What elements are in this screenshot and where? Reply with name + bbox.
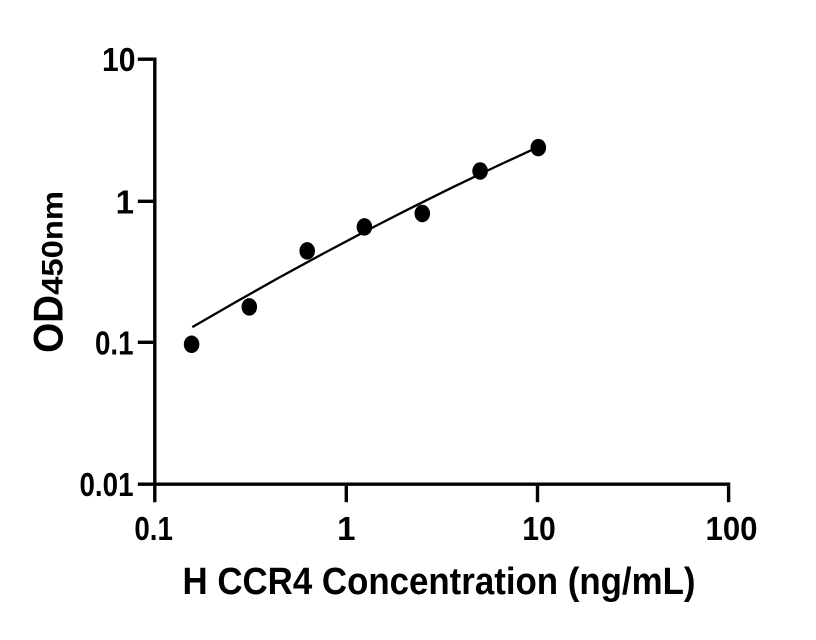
svg-text:1: 1: [337, 510, 355, 547]
svg-text:H CCR4 Concentration (ng/mL): H CCR4 Concentration (ng/mL): [183, 561, 696, 603]
svg-text:0.1: 0.1: [95, 324, 134, 361]
svg-text:450nm: 450nm: [36, 191, 69, 295]
svg-text:1: 1: [116, 183, 134, 220]
svg-text:100: 100: [706, 510, 758, 547]
svg-text:OD: OD: [24, 295, 71, 353]
svg-text:10: 10: [102, 41, 136, 78]
svg-text:10: 10: [522, 510, 556, 547]
svg-text:0.01: 0.01: [80, 466, 134, 503]
svg-text:0.1: 0.1: [134, 510, 173, 547]
